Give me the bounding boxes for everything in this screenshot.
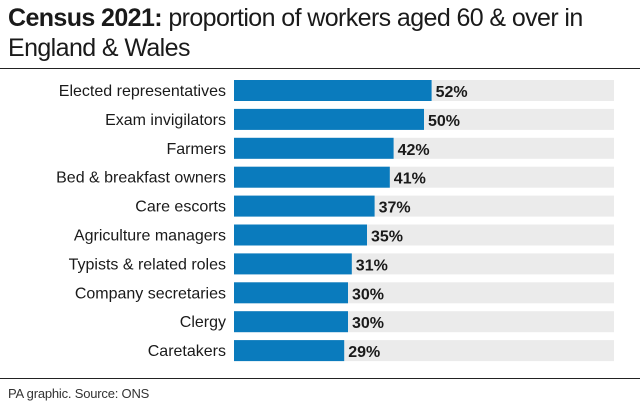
category-label: Elected representatives [59, 83, 226, 100]
value-label: 30% [352, 315, 384, 332]
category-label: Agriculture managers [74, 228, 226, 245]
category-label: Care escorts [135, 199, 226, 216]
bar [234, 195, 375, 217]
value-label: 37% [379, 200, 411, 217]
value-label: 30% [352, 286, 384, 303]
bar [234, 166, 390, 188]
bar [234, 224, 367, 246]
bar [234, 80, 432, 101]
bar [234, 282, 348, 304]
top-divider [0, 68, 640, 69]
bar [234, 340, 345, 362]
source-note: PA graphic. Source: ONS [8, 386, 150, 401]
value-label: 31% [356, 257, 388, 274]
category-label: Company secretaries [75, 285, 226, 302]
category-label: Typists & related roles [69, 256, 226, 273]
value-label: 50% [428, 113, 460, 130]
chart-title-rest: proportion of workers aged 60 & over in … [8, 4, 583, 62]
chart-title-bold: Census 2021: [8, 4, 163, 32]
bottom-divider [0, 378, 640, 379]
category-label: Exam invigilators [105, 112, 226, 129]
chart-title: Census 2021: proportion of workers aged … [8, 3, 632, 63]
value-label: 29% [348, 344, 380, 361]
value-label: 52% [436, 84, 468, 101]
bar [234, 253, 352, 275]
category-label: Caretakers [148, 343, 226, 360]
value-label: 41% [394, 171, 426, 188]
category-label: Clergy [180, 314, 226, 331]
category-label: Farmers [166, 141, 226, 158]
category-label: Bed & breakfast owners [56, 170, 226, 187]
bar [234, 108, 424, 130]
value-label: 35% [371, 229, 403, 246]
bar [234, 137, 394, 159]
bar [234, 311, 348, 333]
value-label: 42% [398, 142, 430, 159]
